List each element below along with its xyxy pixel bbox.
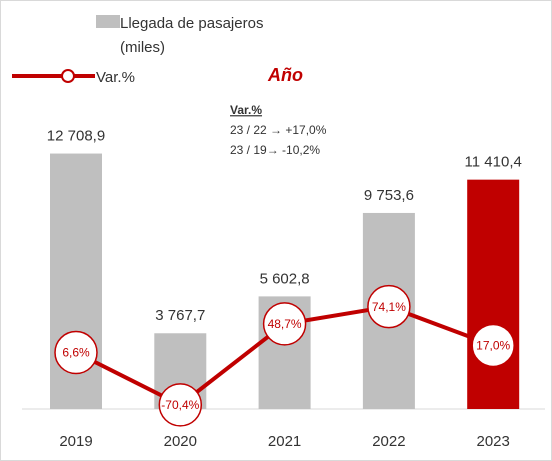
subtitle: Año <box>267 65 303 85</box>
line-value-label: -70,4% <box>161 398 199 412</box>
legend-label: Var.% <box>96 69 135 86</box>
line-value-label: 6,6% <box>62 346 90 360</box>
legend-label: Llegada de pasajeros (miles) <box>120 15 264 56</box>
legend-swatch <box>96 15 120 28</box>
x-tick-label: 2020 <box>164 433 197 450</box>
line-marker <box>158 383 203 427</box>
line-value-label: 74,1% <box>372 300 406 314</box>
line-value-label: 48,7% <box>268 317 302 331</box>
line-marker <box>471 323 515 368</box>
x-tick-label: 2023 <box>477 433 510 450</box>
line-value-label: 17,0% <box>476 339 510 353</box>
bar-value-label: 3 767,7 <box>155 307 205 324</box>
bar <box>467 179 520 409</box>
x-tick-label: 2019 <box>59 433 92 450</box>
line-marker <box>54 330 98 375</box>
bar-value-label: 11 410,4 <box>465 154 522 171</box>
x-tick-label: 2021 <box>268 433 301 450</box>
bar-value-label: 9 753,6 <box>364 187 414 204</box>
bar-value-label: 5 602,8 <box>260 270 310 287</box>
line-marker <box>367 284 411 329</box>
annotation-line: 23 / 19→ -10,2% <box>230 143 320 157</box>
annotation-title: Var.% <box>230 103 262 117</box>
legend-marker <box>61 69 75 83</box>
bar-value-label: 12 708,9 <box>47 128 105 145</box>
line-marker <box>262 302 307 346</box>
annotation-line: 23 / 22 → +17,0% <box>230 123 327 137</box>
x-tick-label: 2022 <box>372 433 405 450</box>
